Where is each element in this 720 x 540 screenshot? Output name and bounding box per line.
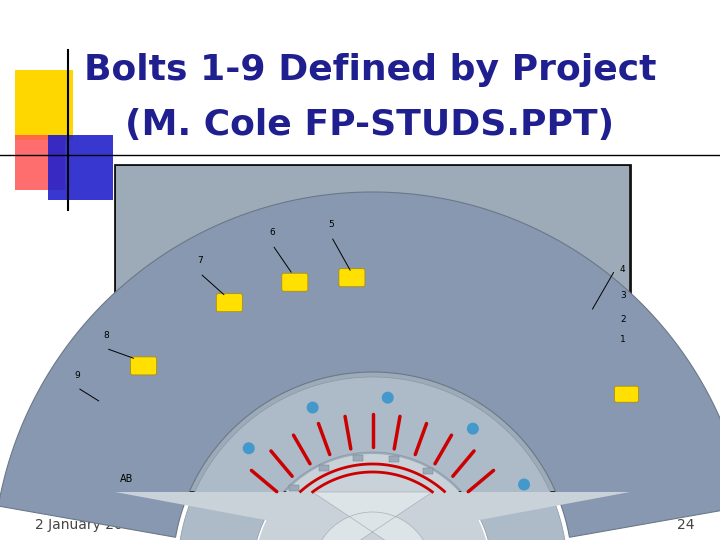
Circle shape <box>307 402 319 414</box>
Bar <box>390 456 400 462</box>
Circle shape <box>382 392 394 404</box>
Text: 4: 4 <box>620 266 626 274</box>
FancyBboxPatch shape <box>614 386 639 402</box>
Text: 7: 7 <box>197 256 203 265</box>
Text: 6: 6 <box>269 228 275 237</box>
Text: 2 January 2007: 2 January 2007 <box>35 518 140 532</box>
Bar <box>289 485 299 491</box>
Bar <box>354 455 364 461</box>
Text: 1: 1 <box>620 335 626 345</box>
Bar <box>48 135 113 200</box>
Text: Bolts 1-9 Defined by Project: Bolts 1-9 Defined by Project <box>84 53 656 87</box>
Text: MC Joint Analysis: MC Joint Analysis <box>301 518 419 532</box>
Text: 8: 8 <box>103 332 109 340</box>
Polygon shape <box>312 492 433 540</box>
FancyBboxPatch shape <box>282 273 308 291</box>
Bar <box>319 465 329 471</box>
FancyBboxPatch shape <box>339 269 365 287</box>
Text: 9: 9 <box>74 370 80 380</box>
Bar <box>423 468 433 475</box>
Text: (M. Cole FP-STUDS.PPT): (M. Cole FP-STUDS.PPT) <box>125 108 615 142</box>
Polygon shape <box>0 192 720 537</box>
Text: 3: 3 <box>620 291 626 300</box>
FancyBboxPatch shape <box>216 294 243 312</box>
Bar <box>15 135 65 190</box>
Circle shape <box>467 423 479 435</box>
Text: 24: 24 <box>678 518 695 532</box>
FancyBboxPatch shape <box>130 357 157 375</box>
Bar <box>15 70 73 140</box>
Circle shape <box>243 442 255 454</box>
Circle shape <box>518 478 530 490</box>
Polygon shape <box>115 454 630 540</box>
Text: 5: 5 <box>328 220 334 228</box>
Bar <box>116 166 629 491</box>
Text: AB: AB <box>120 474 133 484</box>
Text: 2: 2 <box>620 315 626 325</box>
Bar <box>115 165 630 492</box>
Polygon shape <box>179 377 566 540</box>
